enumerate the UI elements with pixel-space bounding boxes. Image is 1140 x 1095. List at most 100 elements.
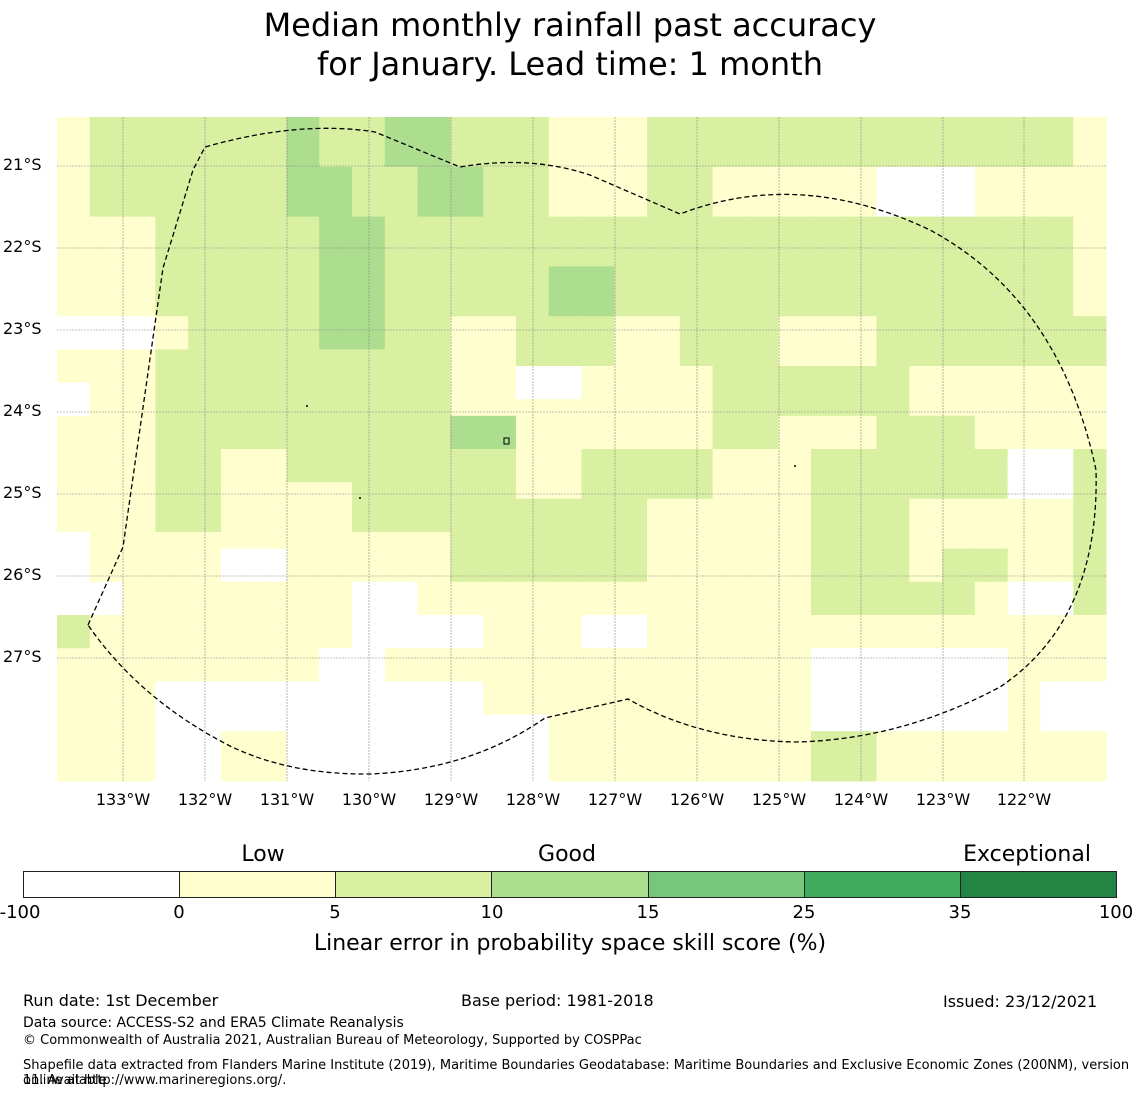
grid-cell xyxy=(286,698,320,716)
grid-cell xyxy=(909,565,943,583)
grid-cell xyxy=(712,399,746,417)
grid-cell xyxy=(942,415,976,433)
grid-cell xyxy=(614,482,648,500)
grid-cell xyxy=(778,664,812,682)
grid-cell xyxy=(712,698,746,716)
grid-cell xyxy=(89,548,124,566)
grid-cell xyxy=(810,415,845,433)
grid-cell xyxy=(253,299,287,317)
grid-cell xyxy=(942,449,976,467)
grid-cell xyxy=(483,399,517,417)
grid-cell xyxy=(876,648,910,666)
lon-label: 122°W xyxy=(996,790,1052,809)
grid-cell xyxy=(450,465,484,483)
grid-cell xyxy=(450,432,484,450)
grid-cell xyxy=(581,283,615,301)
grid-cell xyxy=(417,166,451,184)
grid-cell xyxy=(614,266,648,284)
grid-cell xyxy=(810,382,845,400)
grid-cell xyxy=(253,233,287,251)
grid-cell xyxy=(712,598,746,616)
grid-cell xyxy=(942,615,976,633)
grid-cell xyxy=(843,349,878,367)
grid-cell xyxy=(1073,183,1107,201)
grid-cell xyxy=(810,432,845,450)
grid-cell xyxy=(876,366,910,384)
grid-cell xyxy=(384,382,419,400)
grid-cell xyxy=(843,150,878,168)
grid-cell xyxy=(581,631,615,649)
grid-cell xyxy=(515,631,550,649)
island-dot xyxy=(306,405,308,407)
grid-cell xyxy=(155,266,189,284)
grid-cell xyxy=(909,515,943,533)
lat-label: 26°S xyxy=(3,565,42,584)
grid-cell xyxy=(483,548,517,566)
grid-cell xyxy=(57,332,91,350)
grid-cell xyxy=(352,415,386,433)
grid-cell xyxy=(384,316,419,334)
grid-cell xyxy=(1040,764,1074,782)
grid-cell xyxy=(319,299,353,317)
grid-cell xyxy=(384,498,419,516)
colorbar-segment xyxy=(492,872,649,897)
grid-cell xyxy=(974,283,1009,301)
colorbar-tick: -100 xyxy=(0,902,41,923)
grid-cell xyxy=(1007,581,1041,599)
grid-cell xyxy=(647,150,681,168)
grid-cell xyxy=(57,399,91,417)
grid-cell xyxy=(778,150,812,168)
grid-cell xyxy=(188,332,222,350)
grid-cell xyxy=(843,615,878,633)
grid-cell xyxy=(745,200,779,218)
grid-cell xyxy=(810,166,845,184)
grid-cell xyxy=(384,548,419,566)
grid-cell xyxy=(319,449,353,467)
grid-cell xyxy=(515,764,550,782)
grid-cell xyxy=(810,698,845,716)
grid-cell xyxy=(1073,648,1107,666)
grid-cell xyxy=(843,498,878,516)
grid-cell xyxy=(942,166,976,184)
grid-cell xyxy=(843,664,878,682)
grid-cell xyxy=(614,698,648,716)
grid-cell xyxy=(155,532,189,550)
grid-cell xyxy=(515,581,550,599)
grid-cell xyxy=(89,565,124,583)
grid-cell xyxy=(253,166,287,184)
grid-cell xyxy=(712,714,746,732)
grid-cell xyxy=(155,316,189,334)
grid-cell xyxy=(515,532,550,550)
grid-cell xyxy=(1040,498,1074,516)
grid-cell xyxy=(515,565,550,583)
grid-cell xyxy=(319,631,353,649)
grid-cell xyxy=(253,133,287,151)
grid-cell xyxy=(712,415,746,433)
grid-cell xyxy=(581,498,615,516)
grid-cell xyxy=(483,648,517,666)
grid-cell xyxy=(515,432,550,450)
grid-cell xyxy=(974,332,1009,350)
grid-cell xyxy=(1040,648,1074,666)
grid-cell xyxy=(515,615,550,633)
colorbar-segment xyxy=(648,872,805,897)
grid-cell xyxy=(122,117,156,135)
grid-cell xyxy=(548,548,582,566)
grid-cell xyxy=(942,399,976,417)
grid-cell xyxy=(942,266,976,284)
grid-cell xyxy=(810,449,845,467)
grid-cell xyxy=(319,698,353,716)
grid-cell xyxy=(614,581,648,599)
grid-cell xyxy=(843,515,878,533)
grid-cell xyxy=(450,615,484,633)
grid-cell xyxy=(57,581,91,599)
grid-cell xyxy=(319,216,353,234)
grid-cell xyxy=(581,731,615,749)
grid-cell xyxy=(614,316,648,334)
grid-cell xyxy=(614,382,648,400)
grid-cell xyxy=(679,449,714,467)
grid-cell xyxy=(515,415,550,433)
grid-cell xyxy=(876,332,910,350)
grid-cell xyxy=(745,664,779,682)
grid-cell xyxy=(286,299,320,317)
